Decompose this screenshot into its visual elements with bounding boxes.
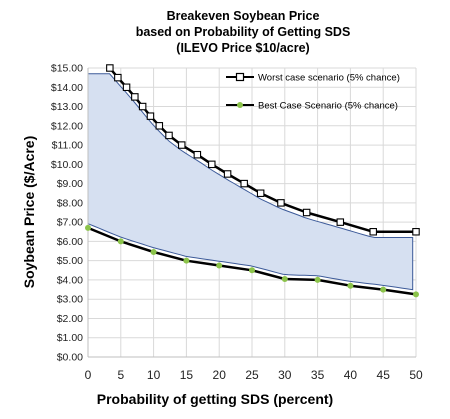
y-tick-label: $0.00 [57, 352, 83, 364]
y-tick-label: $12.00 [51, 120, 83, 132]
best-case-point [183, 257, 190, 264]
x-tick-label: 30 [278, 368, 292, 382]
y-tick-label: $2.00 [57, 313, 83, 325]
best-case-point [117, 238, 124, 245]
y-tick-label: $7.00 [57, 217, 83, 229]
worst-case-point [165, 131, 173, 140]
legend-label-best: Best Case Scenario (5% chance) [258, 101, 398, 112]
x-tick-label: 50 [409, 368, 423, 382]
scenario-range-band [87, 73, 414, 291]
x-tick-label: 40 [344, 368, 358, 382]
best-case-point [347, 282, 354, 289]
x-tick-label: 35 [311, 368, 325, 382]
best-case-point [85, 224, 91, 231]
x-tick-labels: 0 5 10 15 20 25 30 35 40 45 50 [85, 368, 423, 382]
legend-marker-best [237, 102, 243, 108]
best-case-point [413, 291, 419, 298]
chart-subtitle-line: based on Probability of Getting SDS [136, 25, 351, 39]
legend-label-worst: Worst case scenario (5% chance) [258, 73, 400, 84]
y-tick-label: $9.00 [57, 178, 83, 190]
best-case-point [314, 276, 321, 283]
y-tick-label: $6.00 [57, 236, 83, 248]
legend-marker-worst [235, 72, 245, 82]
worst-case-point [193, 150, 202, 159]
worst-case-point [177, 141, 186, 149]
worst-case-point [369, 228, 377, 236]
worst-case-point [131, 93, 139, 101]
worst-case-point [122, 83, 131, 92]
x-tick-label: 20 [213, 368, 227, 382]
worst-case-point [277, 199, 285, 207]
x-tick-label: 5 [117, 368, 124, 382]
legend: Worst case scenario (5% chance) Best Cas… [226, 72, 400, 112]
y-tick-label: $15.00 [51, 63, 83, 75]
worst-case-point [412, 228, 420, 236]
y-tick-labels: $0.00 $1.00 $2.00 $3.00 $4.00 $5.00 $6.00 $7.00… [51, 63, 83, 364]
y-tick-label: $5.00 [57, 255, 83, 267]
worst-case-point [155, 122, 164, 130]
best-case-point [380, 286, 387, 293]
best-case-point [249, 267, 255, 274]
worst-case-point [208, 160, 216, 169]
x-tick-label: 25 [245, 368, 259, 382]
best-case-point [150, 248, 157, 255]
worst-case-point [106, 64, 114, 72]
y-tick-label: $3.00 [57, 294, 83, 306]
shaded-band [87, 73, 414, 291]
x-tick-label: 0 [85, 368, 92, 382]
worst-case-point [256, 189, 265, 197]
x-tick-label: 45 [377, 368, 391, 382]
y-tick-label: $1.00 [57, 332, 83, 344]
worst-case-point [336, 218, 345, 226]
worst-case-point [223, 170, 232, 178]
y-axis-title: Soybean Price ($/Acre) [21, 136, 37, 289]
y-tick-label: $8.00 [57, 197, 83, 209]
series-layer [85, 64, 420, 298]
y-tick-label: $4.00 [57, 274, 83, 286]
worst-case-point [114, 73, 122, 82]
y-tick-label: $10.00 [51, 159, 83, 171]
best-case-point [281, 275, 288, 282]
chart-title-line: Breakeven Soybean Price [167, 9, 320, 23]
worst-case-point [146, 112, 155, 120]
y-tick-label: $13.00 [51, 101, 83, 113]
x-tick-label: 10 [147, 368, 161, 382]
x-tick-label: 15 [180, 368, 194, 382]
y-tick-label: $14.00 [51, 82, 83, 94]
worst-case-point [240, 179, 248, 188]
best-case-point [216, 262, 223, 269]
y-tick-label: $11.00 [52, 140, 83, 152]
chart-title: Breakeven Soybean Price based on Probabi… [136, 9, 351, 55]
chart-subtitle-line: (ILEVO Price $10/acre) [176, 41, 309, 55]
worst-case-point [138, 102, 147, 111]
worst-case-point [302, 208, 311, 217]
axes [87, 68, 416, 358]
x-axis-title: Probability of getting SDS (percent) [97, 391, 333, 407]
